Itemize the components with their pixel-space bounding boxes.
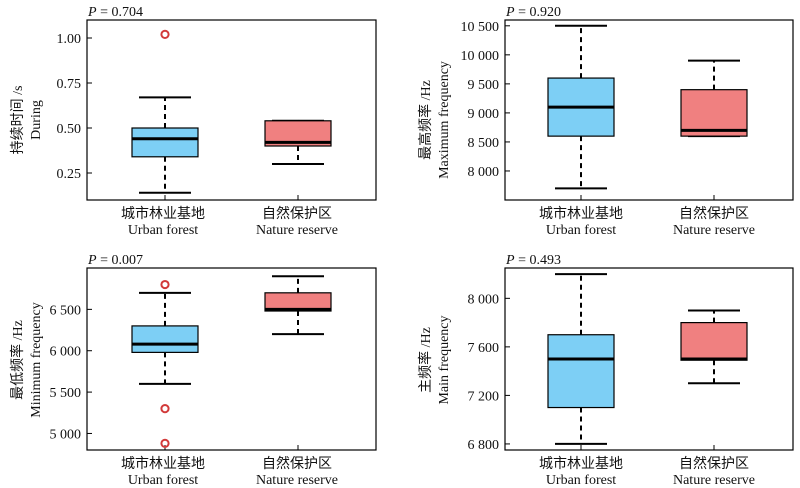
outlier-point [160, 279, 170, 290]
iqr-box [264, 292, 332, 312]
box-urban-forest [131, 279, 199, 448]
box-nature-reserve [264, 119, 332, 165]
panel-main-frequency: P = 0.493 主频率 /Hz Main frequency 城市林业基地 … [417, 253, 794, 488]
y-tick-label: 9 500 [468, 78, 500, 93]
x-category-label-en: Nature reserve [256, 223, 338, 238]
panel-maximum-frequency: P = 0.920 最高频率 /Hz Maximum frequency 城市林… [417, 5, 794, 238]
box-nature-reserve [680, 309, 748, 385]
box-urban-forest [131, 29, 199, 194]
x-category-label-cn: 自然保护区 [679, 205, 749, 222]
y-axis-label-cn: 持续时间 /s [9, 86, 26, 155]
y-tick-label: 1.00 [57, 32, 82, 47]
outlier-point [160, 29, 170, 40]
iqr-box [131, 127, 199, 158]
y-tick-label: 10 500 [461, 20, 500, 35]
outlier-point [160, 404, 170, 414]
y-tick-label: 5 500 [50, 386, 82, 401]
box-urban-forest [547, 24, 615, 190]
y-tick-label: 10 000 [461, 49, 500, 64]
plot-frame [504, 267, 794, 451]
y-tick-label: 0.25 [57, 167, 82, 182]
panel-minimum-frequency: P = 0.007 最低频率 /Hz Minimum frequency 城市林… [9, 253, 377, 488]
y-axis-label-cn: 主频率 /Hz [417, 327, 434, 393]
x-category-label-en: Urban forest [128, 223, 198, 238]
y-tick-label: 6 000 [50, 345, 82, 360]
box-nature-reserve [680, 59, 748, 138]
iqr-box [547, 334, 615, 409]
y-axis-label-cn: 最低频率 /Hz [9, 320, 26, 400]
x-category-label-cn: 自然保护区 [679, 455, 749, 472]
iqr-box [680, 89, 748, 137]
y-axis-label-en: Maximum frequency [437, 61, 452, 179]
y-tick-label: 7 600 [468, 341, 500, 356]
x-category-label-en: Nature reserve [256, 473, 338, 488]
box-urban-forest [547, 273, 615, 445]
y-tick-label: 6 500 [50, 303, 82, 318]
y-tick-label: 8 500 [468, 136, 500, 151]
y-tick-label: 6 800 [468, 438, 500, 453]
p-value-text: P = 0.493 [505, 253, 561, 268]
plot-frame [86, 19, 377, 201]
x-category-label-en: Nature reserve [673, 223, 755, 238]
box-nature-reserve [264, 275, 332, 336]
y-tick-label: 0.75 [57, 77, 82, 92]
x-category-label-cn: 城市林业基地 [539, 455, 623, 472]
y-tick-label: 7 200 [468, 389, 500, 404]
y-tick-label: 9 000 [468, 107, 500, 122]
panel-during: P = 0.704 持续时间 /s During 城市林业基地 Urban fo… [9, 5, 377, 238]
y-tick-label: 0.50 [57, 122, 82, 137]
x-category-label-en: Urban forest [128, 473, 198, 488]
plot-frame [86, 267, 377, 451]
x-category-label-cn: 自然保护区 [262, 455, 332, 472]
y-tick-label: 8 000 [468, 292, 500, 307]
y-tick-label: 5 000 [50, 427, 82, 442]
iqr-box [131, 325, 199, 353]
p-value-text: P = 0.007 [87, 253, 143, 268]
x-category-label-en: Nature reserve [673, 473, 755, 488]
plot-frame [504, 19, 794, 201]
x-category-label-cn: 城市林业基地 [539, 205, 623, 222]
y-axis-label-en: Minimum frequency [29, 302, 44, 417]
p-value-text: P = 0.704 [87, 5, 143, 20]
y-tick-label: 8 000 [468, 165, 500, 180]
outlier-point [160, 438, 170, 448]
iqr-box [680, 322, 748, 361]
p-value-text: P = 0.920 [505, 5, 561, 20]
y-axis-label-cn: 最高频率 /Hz [417, 80, 434, 160]
y-axis-label-en: Main frequency [437, 315, 452, 404]
y-axis-label-en: During [29, 100, 44, 140]
x-category-label-en: Urban forest [546, 223, 616, 238]
x-category-label-cn: 城市林业基地 [121, 205, 205, 222]
x-category-label-cn: 城市林业基地 [121, 455, 205, 472]
x-category-label-cn: 自然保护区 [262, 205, 332, 222]
x-category-label-en: Urban forest [546, 473, 616, 488]
